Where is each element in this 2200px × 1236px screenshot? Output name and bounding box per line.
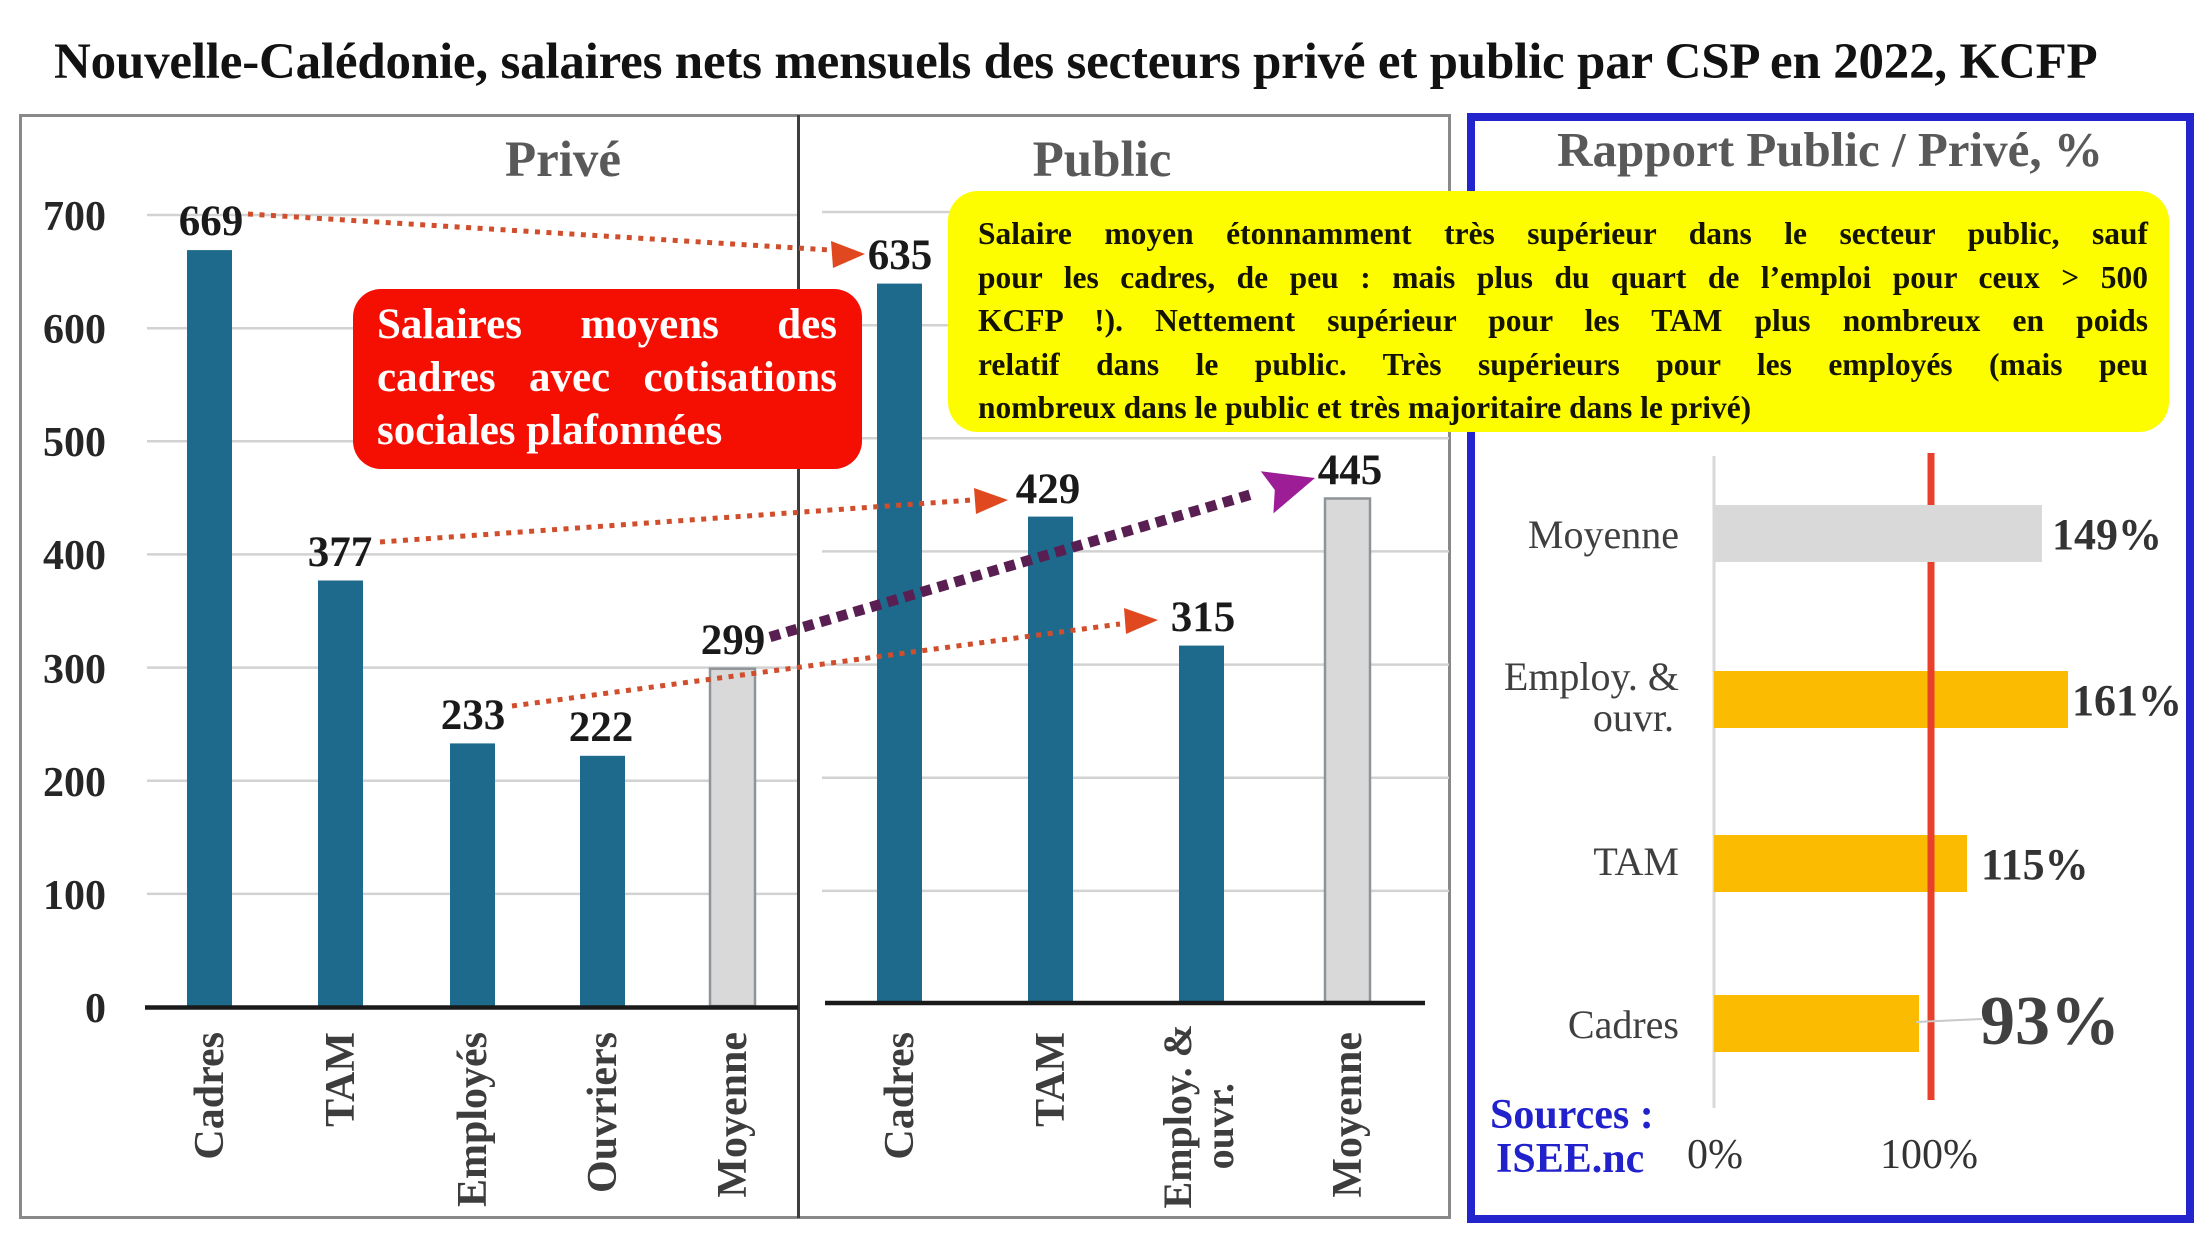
- svg-text:100: 100: [43, 873, 106, 919]
- svg-text:ISEE.nc: ISEE.nc: [1496, 1136, 1644, 1182]
- svg-text:Moyenne: Moyenne: [1528, 512, 1679, 557]
- svg-text:Cadres: Cadres: [187, 1032, 233, 1160]
- svg-text:200: 200: [43, 760, 106, 806]
- svg-text:ouvr.: ouvr.: [1593, 695, 1674, 740]
- svg-text:400: 400: [43, 533, 106, 579]
- svg-text:315: 315: [1171, 594, 1236, 641]
- svg-text:Cadres: Cadres: [877, 1032, 923, 1160]
- svg-text:Employ. &: Employ. &: [1155, 1024, 1200, 1208]
- svg-text:TAM: TAM: [1593, 839, 1679, 884]
- svg-text:222: 222: [569, 704, 634, 751]
- svg-text:500: 500: [43, 420, 106, 466]
- svg-text:Cadres: Cadres: [1568, 1002, 1679, 1047]
- svg-text:100%: 100%: [1880, 1132, 1978, 1178]
- svg-text:Privé: Privé: [505, 132, 621, 188]
- svg-text:Rapport Public / Privé, %: Rapport Public / Privé, %: [1557, 122, 2103, 177]
- svg-text:635: 635: [868, 232, 933, 279]
- svg-text:300: 300: [43, 647, 106, 693]
- svg-text:700: 700: [43, 194, 106, 240]
- svg-text:Sources :: Sources :: [1490, 1092, 1654, 1138]
- svg-text:Employés: Employés: [450, 1032, 496, 1207]
- svg-text:600: 600: [43, 307, 106, 353]
- svg-text:377: 377: [308, 529, 373, 576]
- svg-text:0: 0: [85, 986, 106, 1032]
- svg-text:Public: Public: [1033, 132, 1172, 188]
- svg-text:115%: 115%: [1981, 840, 2089, 889]
- svg-text:149%: 149%: [2052, 510, 2162, 559]
- svg-text:Employ. &: Employ. &: [1504, 654, 1679, 699]
- svg-text:TAM: TAM: [318, 1032, 364, 1127]
- svg-text:Moyenne: Moyenne: [1325, 1032, 1371, 1198]
- svg-text:161%: 161%: [2072, 676, 2182, 725]
- svg-text:Moyenne: Moyenne: [710, 1032, 756, 1198]
- svg-text:669: 669: [179, 198, 244, 245]
- svg-text:0%: 0%: [1687, 1132, 1743, 1178]
- svg-text:TAM: TAM: [1028, 1032, 1074, 1127]
- svg-text:445: 445: [1318, 447, 1383, 494]
- svg-text:299: 299: [701, 617, 766, 664]
- svg-text:429: 429: [1016, 466, 1081, 513]
- svg-text:ouvr.: ouvr.: [1197, 1083, 1242, 1169]
- svg-text:Ouvriers: Ouvriers: [580, 1032, 626, 1193]
- svg-text:93%: 93%: [1980, 983, 2120, 1060]
- svg-text:233: 233: [441, 692, 506, 739]
